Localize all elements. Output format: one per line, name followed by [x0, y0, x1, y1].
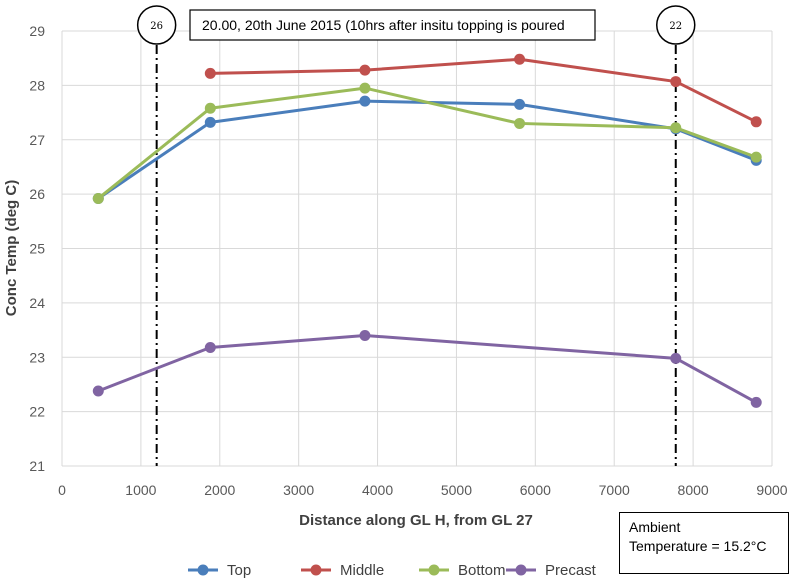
y-tick-label: 24	[29, 295, 45, 311]
y-tick-label: 21	[29, 458, 45, 474]
series-line-top	[97, 99, 757, 200]
data-point-top	[359, 95, 371, 107]
series-precast	[92, 330, 762, 408]
ambient-label: Ambient	[629, 519, 681, 535]
x-tick-labels: 0 1000 2000 3000 4000 5000 6000 7000 8000 9000	[58, 482, 788, 498]
reference-line-circle	[136, 5, 177, 45]
data-point-middle	[514, 53, 526, 65]
legend-marker-precast	[515, 564, 527, 576]
data-point-middle	[359, 64, 371, 76]
series-middle	[204, 53, 762, 128]
title-callout: 20.00, 20th June 2015 (10hrs after insit…	[189, 9, 596, 41]
data-point-bottom	[359, 82, 371, 94]
ambient-temperature-box: Ambient Temperature = 15.2°C	[619, 512, 789, 574]
y-tick-labels: 21 22 23 24 25 26 27 28 29	[29, 23, 45, 474]
reference-line-circle	[656, 5, 696, 45]
x-tick-label: 1000	[125, 482, 156, 498]
y-tick-label: 25	[29, 241, 45, 257]
x-tick-label: 6000	[520, 482, 551, 498]
y-axis-title: Conc Temp (deg C)	[3, 180, 20, 316]
legend-item-precast: Precast	[506, 562, 597, 579]
legend-marker-bottom	[428, 564, 440, 576]
legend-label-top: Top	[227, 562, 251, 579]
legend-label-middle: Middle	[340, 562, 384, 579]
title-callout-text: 20.00, 20th June 2015 (10hrs after insit…	[202, 17, 565, 33]
legend-item-top: Top	[188, 562, 251, 579]
data-point-bottom	[204, 102, 216, 114]
ambient-temperature-value: Temperature = 15.2°C	[629, 538, 767, 554]
x-tick-label: 3000	[283, 482, 314, 498]
legend-item-middle: Middle	[301, 562, 384, 579]
data-point-bottom	[92, 192, 104, 204]
y-tick-label: 23	[29, 349, 45, 365]
legend-marker-top	[197, 564, 209, 576]
series-line-precast	[97, 334, 757, 404]
title-callout-box	[189, 9, 596, 41]
series	[92, 53, 762, 408]
x-tick-label: 8000	[678, 482, 709, 498]
legend-label-bottom: Bottom	[458, 562, 506, 579]
legend-marker-middle	[310, 564, 322, 576]
data-point-precast	[670, 352, 682, 364]
data-point-bottom	[750, 151, 762, 163]
series-bottom	[92, 82, 762, 204]
legend-item-bottom: Bottom	[419, 562, 506, 579]
x-tick-label: 0	[58, 482, 66, 498]
y-tick-label: 27	[29, 132, 45, 148]
reference-line-label: 26	[150, 21, 163, 32]
data-point-bottom	[670, 122, 682, 134]
data-point-middle	[204, 67, 216, 79]
data-point-precast	[92, 385, 104, 397]
reference-line-label: 22	[669, 21, 682, 32]
data-point-precast	[204, 341, 216, 353]
x-tick-label: 4000	[362, 482, 393, 498]
x-axis-title: Distance along GL H, from GL 27	[299, 512, 533, 529]
y-tick-label: 26	[29, 186, 45, 202]
gridlines	[61, 30, 773, 467]
x-tick-label: 9000	[756, 482, 787, 498]
y-tick-label: 29	[29, 23, 45, 39]
data-point-top	[204, 116, 216, 128]
legend-label-precast: Precast	[545, 562, 597, 579]
data-point-precast	[750, 396, 762, 408]
data-point-bottom	[514, 117, 526, 129]
x-tick-label: 5000	[441, 482, 472, 498]
y-tick-label: 22	[29, 404, 45, 420]
y-tick-label: 28	[29, 77, 45, 93]
data-point-precast	[359, 330, 371, 341]
series-line-bottom	[97, 86, 757, 200]
x-tick-label: 2000	[204, 482, 235, 498]
data-point-middle	[750, 116, 762, 128]
x-tick-label: 7000	[599, 482, 630, 498]
series-top	[92, 95, 762, 204]
legend: Top Middle Bottom Precast	[188, 562, 597, 579]
data-point-middle	[670, 76, 682, 88]
data-point-top	[514, 98, 526, 110]
reference-lines: 26 22	[136, 5, 696, 466]
